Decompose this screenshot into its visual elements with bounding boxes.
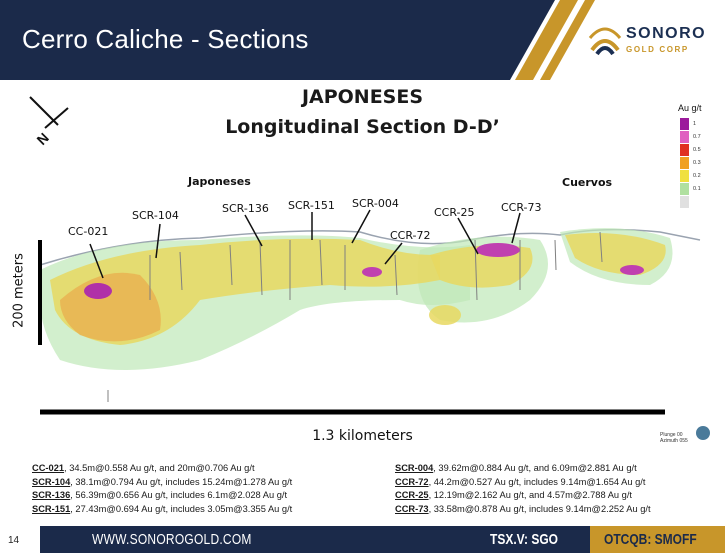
legend-value: 0.3 bbox=[693, 160, 701, 166]
result-hole: CCR-73 bbox=[395, 503, 429, 514]
result-hole: SCR-151 bbox=[32, 503, 71, 514]
legend-title: Au g/t bbox=[678, 103, 702, 113]
result-row: CCR-72, 44.2m@0.527 Au g/t, includes 9.1… bbox=[395, 476, 651, 490]
result-text: , 44.2m@0.527 Au g/t, includes 9.14m@1.6… bbox=[428, 476, 646, 487]
result-hole: CC-021 bbox=[32, 463, 65, 473]
callout-arrows bbox=[89, 209, 521, 279]
legend-swatch bbox=[680, 196, 689, 208]
result-row: CC-021, 34.5m@0.558 Au g/t, and 20m@0.70… bbox=[32, 462, 292, 476]
high-grade-ccr73 bbox=[476, 243, 520, 257]
sonoro-logo: SONORO GOLD CORP bbox=[588, 24, 720, 64]
legend-value: 0.7 bbox=[693, 134, 701, 140]
result-row: SCR-004, 39.62m@0.884 Au g/t, and 6.09m@… bbox=[395, 462, 651, 476]
hole-label-scr004: SCR-004 bbox=[352, 197, 399, 210]
result-hole: CCR-25 bbox=[395, 490, 429, 500]
legend-swatch bbox=[680, 144, 689, 156]
website-link[interactable]: WWW.SONOROGOLD.COM bbox=[92, 531, 252, 548]
footer-page-box bbox=[0, 526, 40, 553]
result-text: , 27.43m@0.694 Au g/t, includes 3.05m@3.… bbox=[70, 503, 293, 514]
svg-text:N: N bbox=[33, 130, 51, 148]
zone-label-japoneses: Japoneses bbox=[188, 175, 251, 188]
page-title: Cerro Caliche - Sections bbox=[22, 24, 309, 54]
page-number: 14 bbox=[8, 535, 20, 546]
otc-ticker: OTCQB: SMOFF bbox=[604, 531, 697, 548]
hole-label-ccr73: CCR-73 bbox=[501, 201, 542, 214]
legend-swatch bbox=[680, 183, 689, 195]
section-title: JAPONESES bbox=[301, 86, 424, 108]
result-row: SCR-104, 38.1m@0.794 Au g/t, includes 15… bbox=[32, 476, 292, 490]
ore-shell-east bbox=[565, 232, 666, 275]
legend-value: 0.2 bbox=[693, 173, 701, 179]
result-text: , 12.19m@2.162 Au g/t, and 4.57m@2.788 A… bbox=[428, 490, 632, 500]
plunge-line: Plunge 00 bbox=[660, 432, 683, 438]
logo-mark-icon bbox=[588, 27, 622, 56]
hole-label-cc021: CC-021 bbox=[68, 225, 109, 238]
high-grade-cc021 bbox=[84, 283, 112, 299]
results-right: SCR-004, 39.62m@0.884 Au g/t, and 6.09m@… bbox=[395, 462, 651, 516]
result-hole: CCR-72 bbox=[395, 476, 429, 487]
plunge-info: Plunge 00 Azimuth 055 bbox=[660, 432, 688, 444]
high-grade-east bbox=[620, 265, 644, 275]
ore-pod-deep bbox=[429, 305, 461, 325]
otc-ticker-box bbox=[590, 526, 725, 553]
result-row: CCR-73, 33.58m@0.878 Au g/t, includes 9.… bbox=[395, 503, 651, 517]
logo-subname: GOLD CORP bbox=[626, 45, 689, 54]
legend-swatch bbox=[680, 157, 689, 169]
logo-name: SONORO bbox=[626, 25, 707, 42]
result-text: , 56.39m@0.656 Au g/t, includes 6.1m@2.0… bbox=[70, 490, 288, 500]
slide-header: Cerro Caliche - Sections SONORO GOLD COR… bbox=[0, 0, 725, 80]
legend-value: 0.1 bbox=[693, 186, 701, 192]
legend-swatch bbox=[680, 170, 689, 182]
result-text: , 34.5m@0.558 Au g/t, and 20m@0.706 Au g… bbox=[64, 463, 255, 473]
hole-label-scr136: SCR-136 bbox=[222, 202, 269, 215]
result-hole: SCR-136 bbox=[32, 490, 71, 500]
results-left: CC-021, 34.5m@0.558 Au g/t, and 20m@0.70… bbox=[32, 462, 292, 516]
result-text: , 39.62m@0.884 Au g/t, and 6.09m@2.881 A… bbox=[433, 463, 637, 473]
result-hole: SCR-004 bbox=[395, 463, 434, 473]
azimuth-line: Azimuth 055 bbox=[660, 438, 688, 444]
result-row: SCR-136, 56.39m@0.656 Au g/t, includes 6… bbox=[32, 489, 292, 503]
hole-label-scr104: SCR-104 bbox=[132, 209, 179, 222]
section-subtitle: Longitudinal Section D-D’ bbox=[225, 116, 500, 138]
legend-value: 0.5 bbox=[693, 147, 701, 153]
horizontal-scale-label: 1.3 kilometers bbox=[312, 428, 413, 444]
result-text: , 33.58m@0.878 Au g/t, includes 9.14m@2.… bbox=[428, 503, 651, 514]
legend-value: 1 bbox=[693, 121, 697, 127]
result-text: , 38.1m@0.794 Au g/t, includes 15.24m@1.… bbox=[70, 476, 293, 487]
tsx-ticker: TSX.V: SGO bbox=[490, 531, 559, 548]
result-row: CCR-25, 12.19m@2.162 Au g/t, and 4.57m@2… bbox=[395, 489, 651, 503]
legend-swatch bbox=[680, 118, 689, 130]
legend-swatch bbox=[680, 131, 689, 143]
hole-label-ccr72: CCR-72 bbox=[390, 229, 431, 242]
hole-label-ccr25: CCR-25 bbox=[434, 206, 475, 219]
high-grade-ccr72 bbox=[362, 267, 382, 277]
north-arrow-icon: N bbox=[29, 96, 69, 148]
result-row: SCR-151, 27.43m@0.694 Au g/t, includes 3… bbox=[32, 503, 292, 517]
hole-label-scr151: SCR-151 bbox=[288, 199, 335, 212]
result-hole: SCR-104 bbox=[32, 476, 71, 487]
vertical-scale-label: 200 meters bbox=[11, 253, 27, 328]
longitudinal-section-map: N bbox=[29, 96, 710, 440]
orientation-globe-icon bbox=[696, 426, 710, 440]
header-background bbox=[0, 0, 725, 80]
zone-label-cuervos: Cuervos bbox=[562, 176, 613, 189]
